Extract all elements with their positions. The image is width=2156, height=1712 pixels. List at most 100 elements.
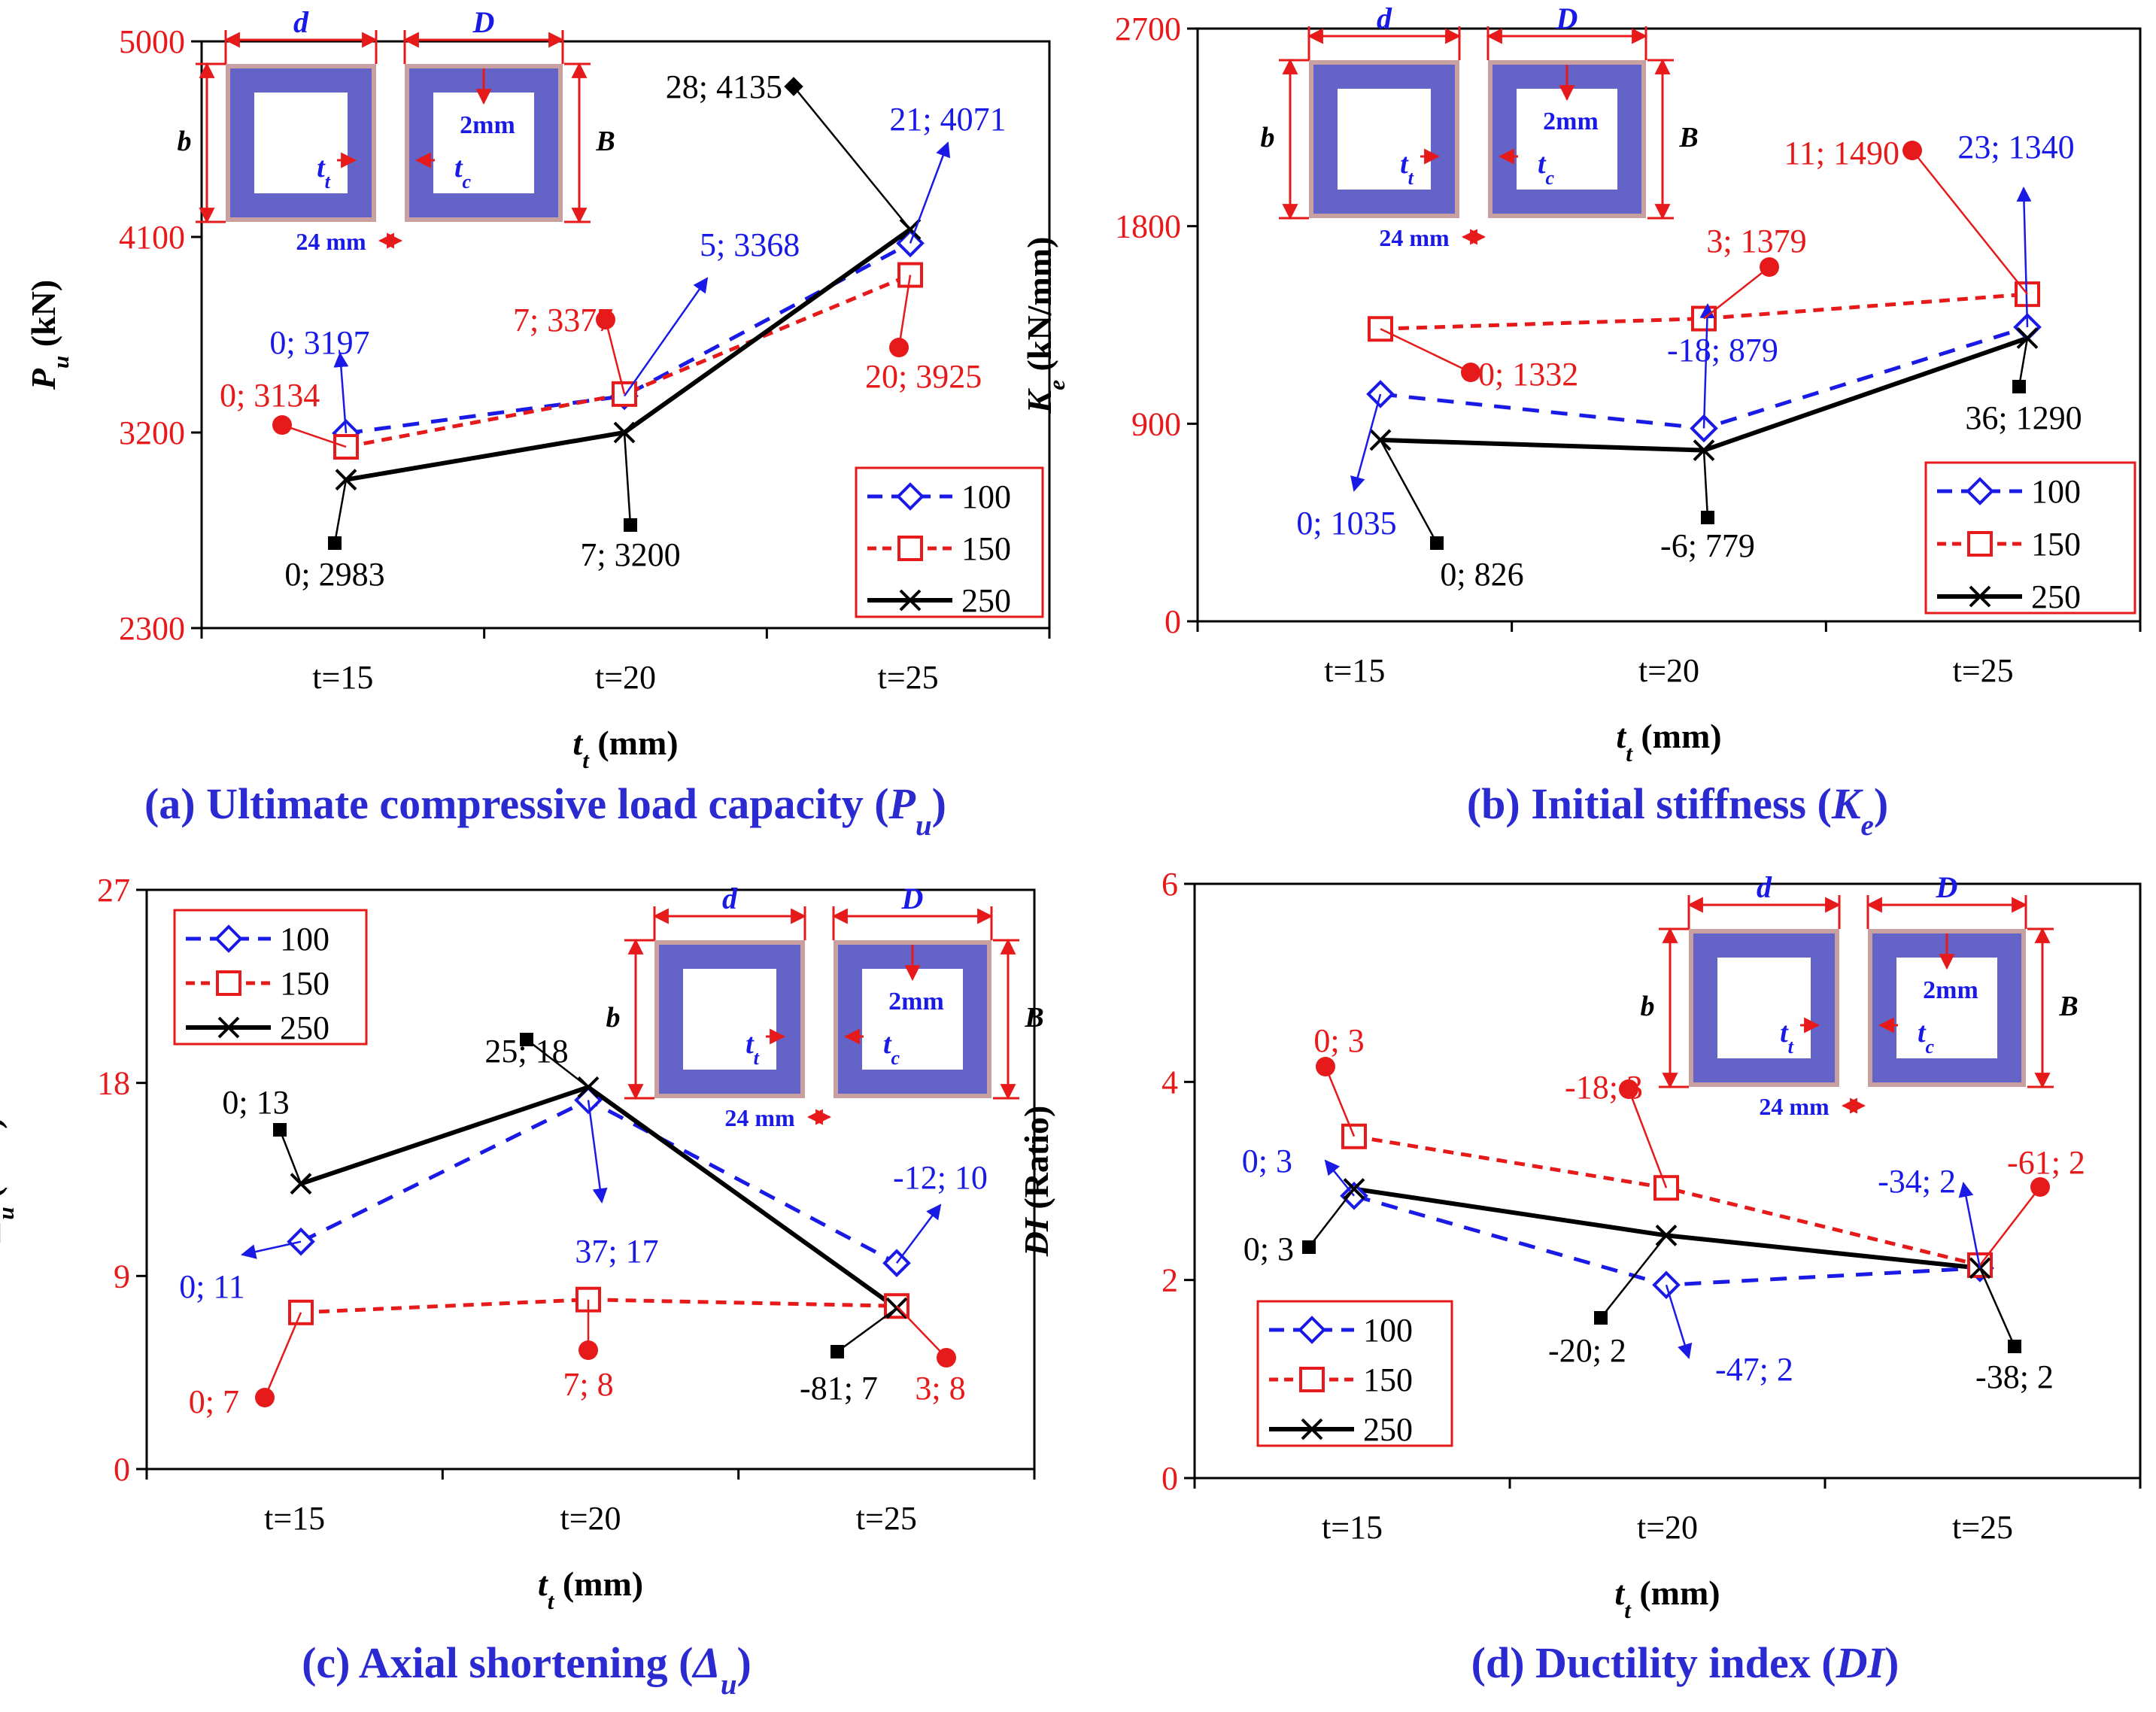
data-label-d-3: 0; 3 — [1313, 1022, 1364, 1059]
marker-100-legend — [896, 482, 925, 511]
annotation-leader-d-5 — [1979, 1186, 2041, 1266]
tube-void — [1896, 958, 1997, 1058]
caption-b-part: (b) Initial stiffness ( — [1467, 779, 1832, 828]
y-tick-label-b-2: 1800 — [1115, 208, 1181, 245]
annotation-leader-b-1 — [1699, 303, 1715, 429]
y-tick-label-c-3: 27 — [97, 872, 130, 909]
dim-tt-label-part: t — [754, 1047, 760, 1069]
data-label-b-3: 0; 1332 — [1478, 356, 1578, 393]
annotation-dot-d-5 — [2030, 1177, 2050, 1197]
x-axis-label-a-part: (mm) — [589, 724, 679, 762]
x-tick-label-d-0: t=15 — [1322, 1509, 1383, 1546]
data-label-d-8: -38; 2 — [1975, 1358, 2054, 1395]
annotation-leader-b-3 — [1380, 328, 1471, 374]
marker-150-legend — [216, 970, 241, 996]
y-axis-label-d: DI (Ratio) — [1017, 1106, 1055, 1258]
dim-tt-label-part: t — [1788, 1036, 1794, 1058]
dim-wall-label: 2mm — [1543, 108, 1599, 135]
caption-d-part: (d) Ductility index ( — [1471, 1638, 1836, 1687]
annotation-dot-d-4 — [1619, 1079, 1638, 1099]
tube-void — [683, 969, 776, 1070]
x-tick-label-c-0: t=15 — [264, 1500, 325, 1537]
legend-label-100: 100 — [2031, 473, 2081, 510]
legend-label-250: 250 — [961, 582, 1011, 619]
annotation-dot-b-7 — [1701, 511, 1714, 524]
y-tick-label-d-0: 0 — [1162, 1460, 1178, 1497]
annotation-leader-d-6 — [1308, 1188, 1355, 1248]
annotation-leader-a-8 — [793, 86, 911, 230]
marker-250-2 — [885, 1297, 908, 1319]
annotation-dot-a-4 — [596, 310, 615, 329]
annotation-leader-c-2 — [896, 1204, 942, 1264]
annotation-leader-d-4 — [1627, 1088, 1668, 1188]
annotation-leader-b-6 — [1379, 439, 1438, 544]
y-axis-label-c: Δu (mm) — [0, 1118, 19, 1243]
annotation-leader-c-3 — [263, 1312, 302, 1398]
dim-wall-label: 2mm — [1923, 976, 1978, 1004]
tube-void — [433, 93, 534, 193]
data-label-b-4: 3; 1379 — [1706, 223, 1806, 260]
caption-b-part: e — [1861, 809, 1874, 842]
marker-250-0 — [1369, 429, 1392, 451]
data-label-d-7: -20; 2 — [1548, 1332, 1626, 1369]
legend-label-150: 150 — [2031, 526, 2081, 563]
data-label-a-5: 20; 3925 — [865, 358, 982, 395]
y-axis-label-c-part: (mm) — [0, 1118, 8, 1207]
data-label-d-6: 0; 3 — [1243, 1231, 1294, 1267]
annotation-leader-d-2 — [1958, 1182, 1981, 1269]
caption-b-part: K — [1831, 779, 1863, 828]
caption-a-part: P — [888, 779, 916, 828]
tube-void — [254, 93, 348, 193]
x-axis-label-a-part: t — [582, 747, 590, 773]
dim-D-label: D — [901, 882, 924, 915]
caption-a-part: (a) Ultimate compressive load capacity ( — [144, 779, 889, 828]
x-axis-label-c: tt (mm) — [538, 1565, 643, 1614]
y-axis-label-a-part: P — [24, 368, 62, 390]
marker-100-legend — [214, 924, 243, 953]
x-axis-label-c-part: t — [538, 1565, 548, 1603]
dim-gap-label: 24 mm — [1379, 224, 1450, 251]
annotation-leader-a-6 — [333, 479, 348, 544]
dim-tt-label: tt — [1780, 1017, 1794, 1058]
annotation-dot-c-7 — [520, 1033, 533, 1046]
dim-tt-label-part: t — [325, 171, 331, 193]
series-line-100 — [345, 241, 912, 436]
annotation-leader-b-7 — [1702, 450, 1709, 518]
annotation-dot-c-6 — [273, 1123, 287, 1137]
data-label-c-4: 7; 8 — [563, 1366, 613, 1403]
x-tick-label-b-1: t=20 — [1638, 652, 1699, 689]
caption-b: (b) Initial stiffness (Ke) — [1467, 779, 1888, 842]
annotation-leader-d-8 — [1978, 1267, 2016, 1347]
caption-d-part: ) — [1884, 1638, 1899, 1687]
annotation-leader-d-3 — [1324, 1066, 1356, 1137]
data-label-a-2: 21; 4071 — [889, 101, 1006, 138]
annotation-dot-a-7 — [624, 518, 637, 532]
caption-c-part: u — [721, 1668, 737, 1701]
annotation-dot-b-8 — [2012, 380, 2026, 393]
x-axis-label-d-part: t — [1614, 1574, 1625, 1612]
data-label-c-1: 37; 17 — [575, 1233, 658, 1270]
data-label-c-3: 0; 7 — [189, 1383, 239, 1420]
y-tick-label-d-1: 2 — [1162, 1262, 1178, 1299]
dim-B-label: B — [1024, 1002, 1043, 1034]
marker-250-legend — [1969, 585, 1991, 608]
x-axis-label-d: tt (mm) — [1614, 1574, 1720, 1623]
legend-d: 100 150 250 — [1256, 1300, 1453, 1448]
caption-a: (a) Ultimate compressive load capacity (… — [144, 779, 946, 842]
dim-tt-label: tt — [745, 1028, 760, 1069]
plot-frame-b — [1196, 27, 2142, 623]
caption-b-part: ) — [1874, 779, 1888, 828]
y-tick-label-d-3: 6 — [1162, 866, 1178, 903]
dim-tc-label-part: c — [891, 1047, 900, 1069]
data-label-a-6: 0; 2983 — [284, 556, 384, 593]
dim-b-label: b — [1261, 122, 1275, 153]
annotation-leader-a-1 — [623, 277, 709, 397]
annotation-dot-d-7 — [1594, 1311, 1608, 1325]
annotation-leader-c-1 — [587, 1100, 608, 1204]
dim-tt-label-part: t — [745, 1028, 755, 1060]
dim-D-label: D — [1936, 870, 1958, 904]
data-label-c-0: 0; 11 — [179, 1268, 245, 1305]
legend-label-250: 250 — [2031, 578, 2081, 615]
dim-tc-label-part: t — [1538, 148, 1547, 180]
